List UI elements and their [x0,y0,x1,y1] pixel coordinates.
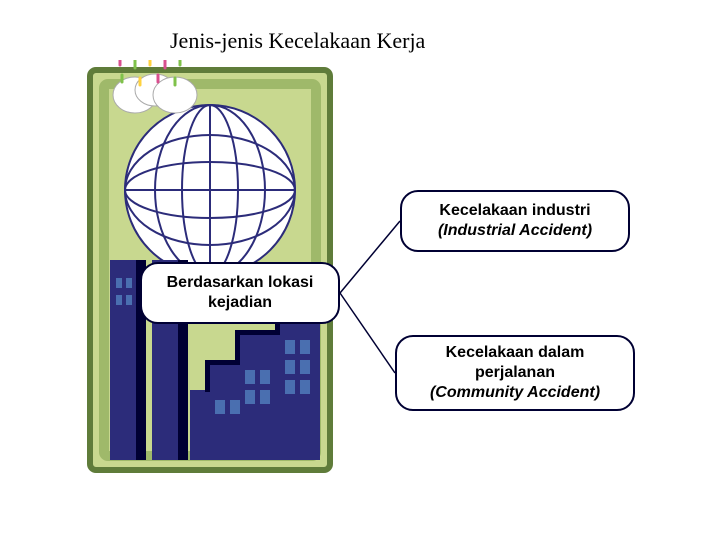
node-root-line2: kejadian [208,294,272,311]
node-child2-line2: perjalanan [475,364,555,381]
node-child1-line2: (Industrial Accident) [438,222,592,239]
page-title: Jenis-jenis Kecelakaan Kerja [170,28,425,54]
connector-1 [340,221,400,293]
node-child-community: Kecelakaan dalam perjalanan (Community A… [395,335,635,411]
node-child2-line1: Kecelakaan dalam [446,344,585,361]
connector-2 [340,293,395,373]
node-root: Berdasarkan lokasi kejadian [140,262,340,324]
node-child-industrial: Kecelakaan industri (Industrial Accident… [400,190,630,252]
node-child2-line3: (Community Accident) [430,384,600,401]
node-child1-line1: Kecelakaan industri [439,202,590,219]
node-root-line1: Berdasarkan lokasi [167,274,314,291]
